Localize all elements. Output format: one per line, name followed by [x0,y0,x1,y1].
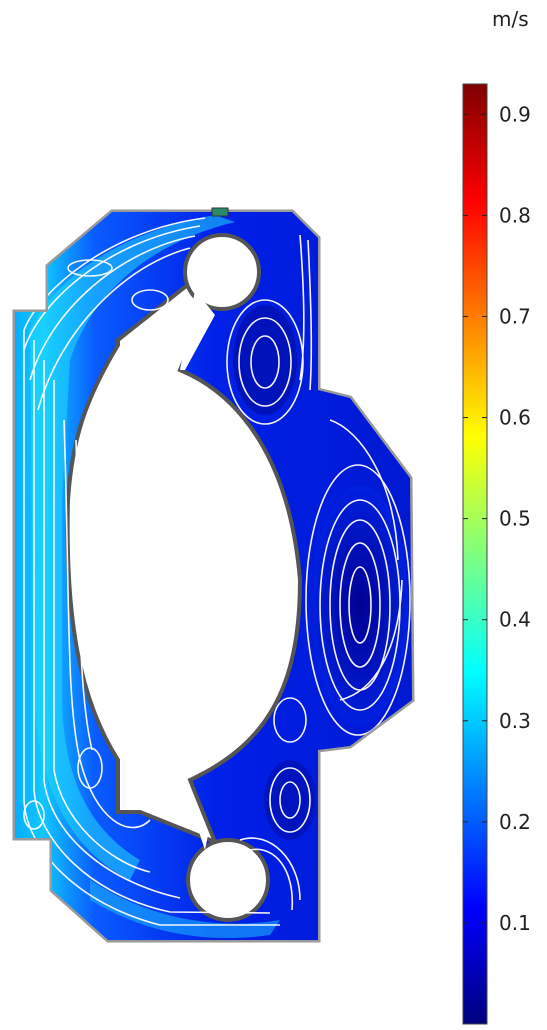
colorbar-bar [462,83,488,1025]
lower-bolt-hole [186,838,270,922]
colorbar-tick-label: 0.5 [499,507,531,531]
streamlines [23,217,411,926]
vortex-core-right [312,485,408,725]
inlet-marker [211,207,229,217]
colorbar-tick-label: 0.1 [499,911,531,935]
colorbar-tick-label: 0.3 [499,709,531,733]
inner-cavity [65,272,303,846]
colorbar-unit-label: m/s [492,7,529,31]
colorbar-tick-label: 0.2 [499,810,531,834]
colorbar-tick-label: 0.4 [499,608,531,632]
colorbar-tick-label: 0.6 [499,406,531,430]
colorbar-tick-label: 0.8 [499,203,531,227]
colorbar-ticks: 0.1 0.2 0.3 0.4 0.5 0.6 0.7 0.8 0.9 [463,102,531,935]
upper-bolt-hole [183,233,261,311]
colorbar: m/s 0.1 0.2 0.3 0.4 0.5 0.6 0.7 0.8 0.9 [462,7,531,1025]
colorbar-tick-label: 0.7 [499,304,531,328]
colorbar-tick-label: 0.9 [499,102,531,126]
